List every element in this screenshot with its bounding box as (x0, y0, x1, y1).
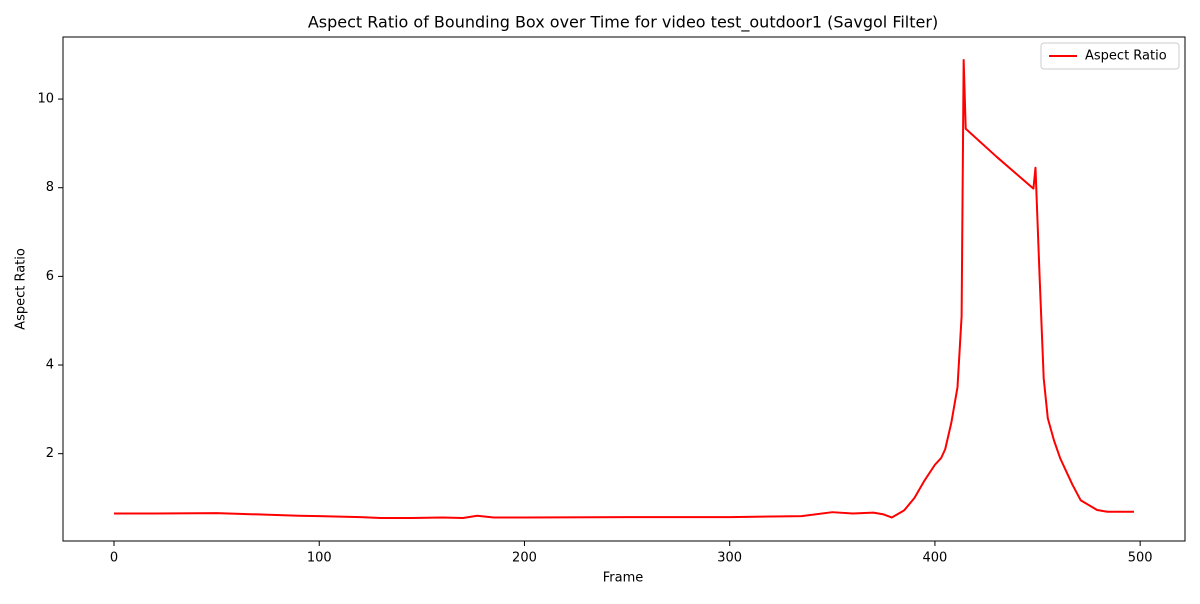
y-tick-label: 4 (46, 358, 54, 373)
y-tick-label: 6 (46, 269, 54, 284)
chart-title: Aspect Ratio of Bounding Box over Time f… (308, 13, 938, 33)
y-tick-label: 2 (46, 446, 54, 461)
x-tick-label: 0 (110, 551, 118, 566)
x-tick-label: 500 (1128, 551, 1153, 566)
x-tick-label: 400 (923, 551, 948, 566)
legend-box (1040, 42, 1180, 70)
y-axis-label: Aspect Ratio (14, 248, 29, 330)
x-tick-label: 200 (512, 551, 537, 566)
y-tick-label: 10 (37, 92, 54, 107)
plot-frame (62, 36, 1186, 542)
x-axis-label: Frame (603, 571, 644, 586)
y-tick-label: 8 (46, 180, 54, 195)
x-tick-label: 100 (307, 551, 332, 566)
data-line (114, 59, 1134, 519)
x-tick-label: 300 (717, 551, 742, 566)
legend-label: Aspect Ratio (1085, 49, 1167, 64)
